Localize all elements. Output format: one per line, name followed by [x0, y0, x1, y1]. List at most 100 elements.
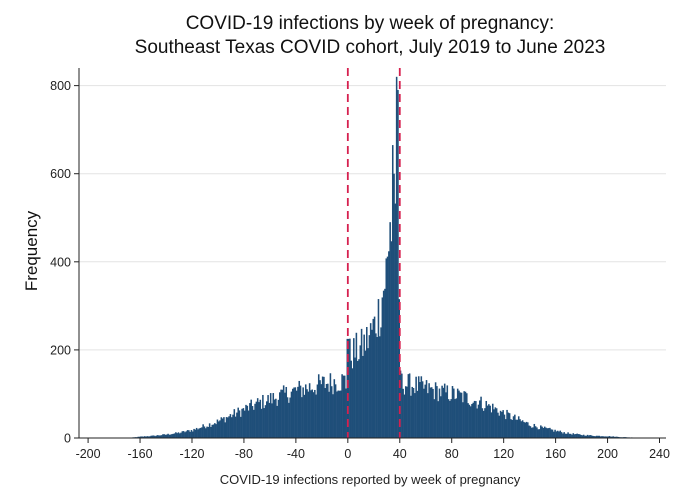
histogram-bar	[386, 256, 389, 438]
histogram-bar	[556, 430, 559, 438]
histogram-bar	[445, 392, 447, 438]
histogram-bar	[141, 436, 143, 438]
histogram-bar	[281, 389, 284, 438]
histogram-bar	[514, 414, 516, 438]
histogram-bar	[558, 431, 560, 438]
histogram-bar	[511, 419, 514, 438]
histogram-bar	[428, 383, 430, 438]
histogram-bar	[493, 409, 495, 438]
histogram-bar	[395, 76, 398, 439]
histogram-bar	[510, 419, 512, 438]
histogram-bar	[385, 258, 388, 438]
histogram-bar	[430, 387, 433, 438]
histogram-bar	[371, 329, 373, 438]
histogram-bar	[351, 368, 354, 438]
histogram-bar	[372, 318, 375, 438]
histogram-bar	[204, 428, 207, 438]
histogram-bar	[182, 431, 185, 438]
histogram-bar	[591, 435, 594, 438]
histogram-bar	[416, 390, 419, 438]
histogram-bar	[258, 402, 260, 438]
histogram-bar	[243, 410, 246, 438]
histogram-bar	[516, 419, 519, 438]
histogram-bar	[202, 424, 204, 438]
histogram-bar	[449, 400, 451, 438]
histogram-bar	[507, 412, 510, 438]
histogram-bar	[245, 404, 247, 438]
histogram-bar	[254, 403, 256, 438]
histogram-bar	[468, 404, 471, 438]
histogram-bar	[599, 436, 602, 438]
histogram-bar	[497, 412, 499, 438]
reference-lines	[346, 68, 401, 438]
gridlines	[79, 85, 666, 351]
histogram-bar	[343, 375, 346, 438]
histogram-bar	[612, 436, 615, 438]
histogram-bar	[360, 328, 363, 438]
histogram-bar	[616, 436, 619, 438]
histogram-bar	[301, 397, 303, 438]
histogram-bar	[272, 393, 275, 438]
histogram-bar	[346, 338, 349, 438]
histogram-bar	[356, 360, 359, 438]
histogram-bar	[489, 405, 491, 438]
histogram-bar	[290, 391, 293, 438]
x-axis-label: COVID-19 infections reported by week of …	[220, 472, 521, 487]
histogram-bar	[501, 411, 503, 438]
histogram-bar	[601, 436, 603, 438]
histogram-bar	[342, 375, 345, 438]
histogram-bar	[220, 417, 223, 438]
histogram-bar	[530, 427, 533, 438]
histogram-bar	[525, 421, 528, 438]
histogram-bar	[381, 297, 384, 438]
histogram-bar	[414, 393, 416, 438]
histogram-bar	[155, 435, 158, 438]
histogram-bar	[314, 389, 316, 438]
histogram-bar	[240, 416, 242, 438]
histogram-bar	[506, 409, 508, 438]
histogram-bar	[541, 426, 543, 438]
histogram-bar	[486, 405, 489, 438]
histogram-bar	[369, 323, 372, 438]
histogram-bar	[363, 334, 365, 438]
histogram-bar	[188, 430, 190, 438]
histogram-bar	[251, 406, 254, 438]
histogram-bar	[267, 395, 269, 438]
histogram-bar	[380, 327, 382, 438]
histogram-bar	[291, 388, 294, 438]
histogram-bar	[280, 389, 282, 438]
histogram-bar	[581, 435, 584, 438]
histogram-bar	[607, 436, 610, 438]
histogram-bar	[247, 410, 250, 438]
histogram-bar	[563, 432, 565, 438]
histogram-bar	[232, 414, 234, 438]
histogram-bar	[277, 399, 280, 438]
histogram-bar	[459, 392, 462, 438]
histogram-bar	[420, 376, 423, 438]
histogram-bar	[325, 384, 328, 438]
histogram-bar	[194, 429, 197, 438]
x-tick-label: 200	[597, 447, 618, 461]
histogram-bar	[236, 412, 238, 438]
histogram-bar	[225, 417, 228, 438]
histogram-bar	[550, 429, 552, 438]
histogram-bar	[355, 332, 358, 438]
histogram-bar	[595, 435, 598, 438]
histogram-bar	[263, 408, 265, 438]
histogram-bar	[490, 412, 493, 438]
histogram-bar	[233, 409, 236, 438]
histogram-bar	[547, 428, 550, 438]
histogram-bar	[255, 401, 258, 438]
histogram-bar	[304, 384, 307, 438]
histogram-bar	[156, 435, 159, 438]
histogram-bar	[575, 434, 577, 438]
histogram-bar	[559, 430, 562, 438]
histogram-bar	[241, 408, 243, 438]
histogram-bar	[310, 390, 312, 438]
histogram-bar	[593, 436, 595, 438]
histogram-bar	[227, 417, 229, 438]
histogram-bar	[306, 389, 308, 438]
histogram-bar	[462, 402, 464, 438]
histogram-bar	[572, 433, 575, 438]
x-tick-label: 0	[344, 447, 351, 461]
